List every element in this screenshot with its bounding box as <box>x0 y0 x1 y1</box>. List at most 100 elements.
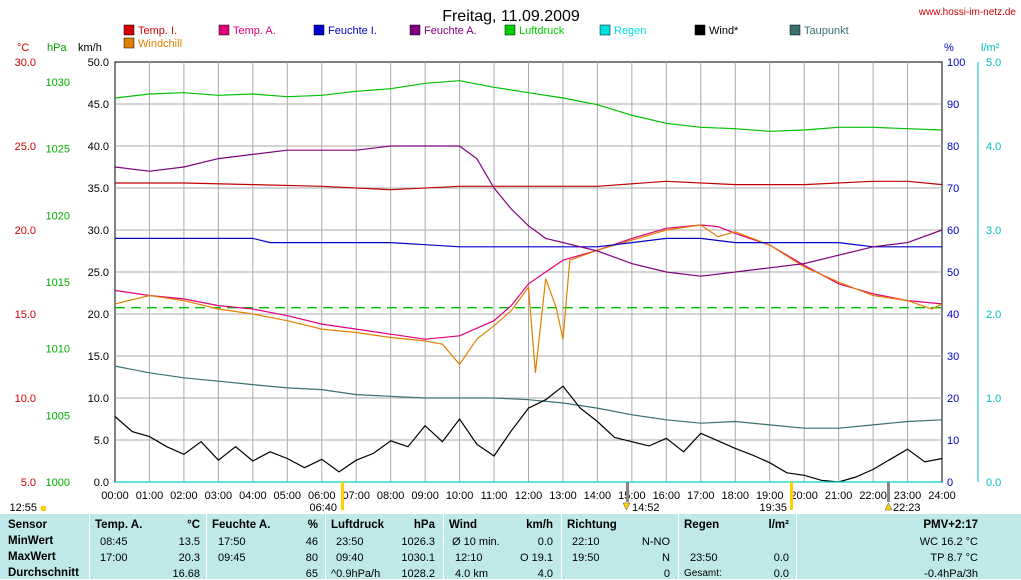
series-wind <box>114 385 943 483</box>
axis-tick-rain: 4.0 <box>986 141 1001 153</box>
axis-tick-rain: 1.0 <box>986 393 1001 405</box>
stats-wind-header: Wind <box>449 519 477 531</box>
axis-tick-percent: 70 <box>947 183 959 195</box>
x-tick-label: 20:00 <box>790 490 818 502</box>
axis-tick-celsius: 5.0 <box>21 477 36 489</box>
axis-tick-celsius: 15.0 <box>15 309 36 321</box>
y-axes: 30.025.020.015.010.05.010301025102010151… <box>15 57 1002 489</box>
stats-dir-time1: 22:10 <box>572 536 600 548</box>
stats-dir-time2: 19:50 <box>572 552 600 564</box>
axis-tick-kmh: 25.0 <box>88 267 109 279</box>
stats-press-trend: ^0.9hPa/h <box>331 568 381 580</box>
stats-rain-total-val: 0.0 <box>773 568 789 580</box>
legend-label: Luftdruck <box>519 25 565 37</box>
stats-press-avg-val: 1028.2 <box>401 568 435 580</box>
stats-wind-unit: km/h <box>526 519 553 531</box>
marker-sunrise: 12:55 <box>9 502 37 514</box>
series-temp-a <box>114 224 943 340</box>
marker-t3: 19:35 <box>759 502 787 514</box>
stats-divider <box>796 514 797 579</box>
stats-hum-min-time: 17:50 <box>218 536 246 548</box>
axis-tick-percent: 60 <box>947 225 959 237</box>
x-tick-label: 14:00 <box>584 490 612 502</box>
stats-pmv-trend: -0.4hPa/3h <box>924 568 978 580</box>
legend-label: Wind* <box>709 25 739 37</box>
weather-chart: Freitag, 11.09.2009 www.hossi-im-netz.de… <box>9 7 1017 514</box>
stats-temp-unit: °C <box>187 519 200 531</box>
legend-label: Taupunkt <box>804 25 849 37</box>
legend-label: Regen <box>614 25 646 37</box>
stats-hum-unit: % <box>307 519 318 531</box>
stats-pmv-dewpoint: TP 8.7 °C <box>930 552 978 564</box>
legend: Temp. I. Temp. A. Feuchte I. Feuchte A. Luft… <box>123 24 849 50</box>
legend-swatch <box>218 24 230 36</box>
stats-divider <box>325 514 326 579</box>
axis-tick-hpa: 1025 <box>46 144 70 156</box>
site-link[interactable]: www.hossi-im-netz.de <box>918 7 1017 18</box>
legend-swatch <box>123 37 135 49</box>
marker-arrow-icon <box>884 502 893 511</box>
axis-tick-percent: 50 <box>947 267 959 279</box>
x-tick-label: 21:00 <box>825 490 853 502</box>
stats-wind-avg10-label: Ø 10 min. <box>452 536 500 548</box>
stats-hum-max-val: 80 <box>305 552 318 564</box>
axis-tick-hpa: 1015 <box>46 277 70 289</box>
x-tick-label: 15:00 <box>618 490 646 502</box>
sun-marker-icon <box>341 482 344 510</box>
stats-row-min: MinWert <box>8 535 54 547</box>
marker-tick <box>887 482 890 502</box>
stats-press-max-val: 1030.1 <box>401 552 435 564</box>
stats-temp-header: Temp. A. <box>95 519 143 531</box>
legend-swatch <box>504 24 516 36</box>
x-tick-label: 10:00 <box>446 490 474 502</box>
series-lines <box>114 80 943 483</box>
x-tick-label: 18:00 <box>721 490 749 502</box>
stats-divider <box>561 514 562 579</box>
stats-row-avg: Durchschnitt <box>8 567 79 579</box>
legend-swatch <box>409 24 421 36</box>
axis-tick-kmh: 15.0 <box>88 351 109 363</box>
marker-t2: 14:52 <box>632 502 660 514</box>
stats-divider <box>206 514 207 579</box>
chart-grid <box>114 61 943 483</box>
x-tick-label: 12:00 <box>515 490 543 502</box>
marker-t1: 06:40 <box>309 502 337 514</box>
sun-marker-icon <box>790 482 793 510</box>
stats-wind-max-time: 12:10 <box>455 552 483 564</box>
stats-temp-min-time: 08:45 <box>100 536 128 548</box>
stats-rain-max-time: 23:50 <box>690 552 718 564</box>
axis-tick-celsius: 25.0 <box>15 141 36 153</box>
axis-tick-percent: 90 <box>947 99 959 111</box>
axis-tick-kmh: 10.0 <box>88 393 109 405</box>
marker-t4: 22:23 <box>893 502 921 514</box>
stats-press-min-time: 23:50 <box>336 536 364 548</box>
stats-dir-val2: N <box>662 552 670 564</box>
stats-hum-avg-val: 65 <box>305 568 318 580</box>
marker-tick <box>626 482 629 502</box>
x-tick-label: 16:00 <box>653 490 681 502</box>
x-tick-label: 19:00 <box>756 490 784 502</box>
axis-tick-kmh: 35.0 <box>88 183 109 195</box>
time-markers: 12:55 06:40 14:52 19:35 22:23 <box>9 482 921 514</box>
stats-dir-header: Richtung <box>567 519 617 531</box>
axis-tick-hpa: 1000 <box>46 477 70 489</box>
axis-tick-percent: 20 <box>947 393 959 405</box>
legend-swatch <box>123 24 135 36</box>
stats-pmv-windchill: WC 16.2 °C <box>919 536 978 548</box>
axis-tick-hpa: 1010 <box>46 344 70 356</box>
stats-rain-max-val: 0.0 <box>773 552 789 564</box>
stats-wind-distance: 4.0 km <box>455 568 489 580</box>
stats-pmv-header: PMV+2:17 <box>923 519 978 531</box>
axis-tick-kmh: 5.0 <box>94 435 109 447</box>
x-tick-label: 24:00 <box>928 490 956 502</box>
axis-unit-kmh: km/h <box>78 42 102 54</box>
axis-tick-rain: 0.0 <box>986 477 1001 489</box>
axis-tick-kmh: 40.0 <box>88 141 109 153</box>
x-tick-label: 23:00 <box>894 490 922 502</box>
x-tick-label: 01:00 <box>136 490 164 502</box>
axis-tick-celsius: 10.0 <box>15 393 36 405</box>
stats-divider <box>89 514 90 579</box>
marker-arrow-icon <box>622 502 631 511</box>
axis-unit-percent: % <box>944 42 954 54</box>
series-feuchte-a <box>114 145 943 277</box>
